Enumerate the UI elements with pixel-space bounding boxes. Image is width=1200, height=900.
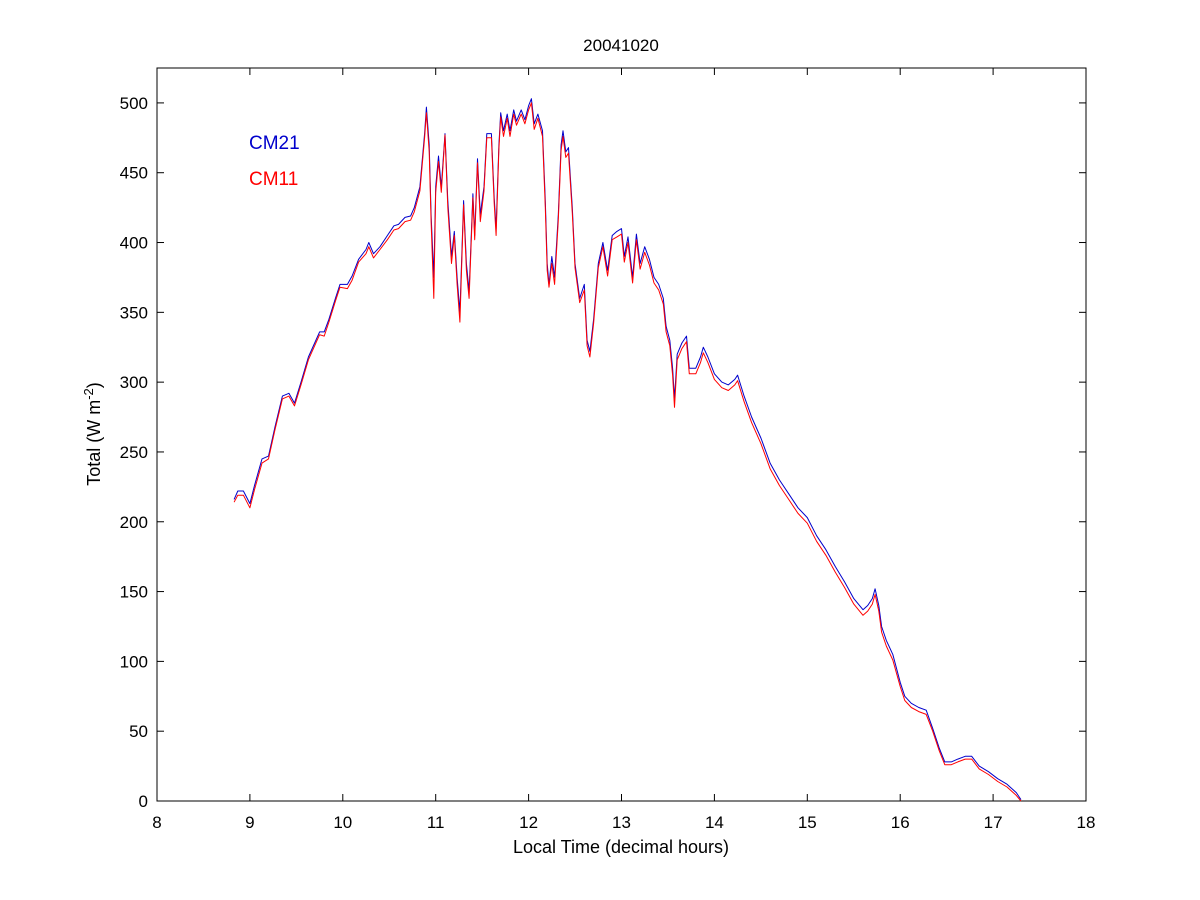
x-tick-label: 9 (245, 813, 254, 832)
y-tick-label: 450 (120, 164, 148, 183)
y-tick-label: 150 (120, 583, 148, 602)
x-tick-label: 17 (984, 813, 1003, 832)
x-tick-label: 13 (612, 813, 631, 832)
legend-label-cm11: CM11 (249, 169, 298, 190)
x-axis-label: Local Time (decimal hours) (513, 837, 729, 857)
legend-label-cm21: CM21 (249, 133, 300, 154)
x-tick-label: 14 (705, 813, 724, 832)
y-axis-label-main: Total (W m (84, 400, 104, 486)
legend: CM21 CM11 (249, 133, 300, 190)
series-line-cm21 (233, 98, 1022, 800)
y-tick-label: 200 (120, 513, 148, 532)
x-tick-label: 15 (798, 813, 817, 832)
plot-area (156, 67, 1087, 802)
series-line-cm11 (233, 102, 1022, 802)
y-axis-label: Total (W m-2) (81, 382, 104, 486)
chart-title: 20041020 (583, 36, 659, 55)
series-lines (233, 98, 1022, 802)
y-tick-label: 400 (120, 234, 148, 253)
x-tick-label: 8 (152, 813, 161, 832)
x-tick-label: 12 (519, 813, 538, 832)
y-tick-label: 50 (129, 722, 148, 741)
y-tick-label: 0 (139, 792, 148, 811)
x-tick-label: 11 (427, 813, 445, 832)
x-tick-label: 16 (891, 813, 910, 832)
x-tick-label: 18 (1077, 813, 1096, 832)
y-axis-label-superscript: -2 (81, 388, 96, 400)
y-axis-label-suffix: ) (84, 382, 104, 388)
y-tick-label: 300 (120, 373, 148, 392)
y-tick-label: 350 (120, 303, 148, 322)
y-tick-label: 250 (120, 443, 148, 462)
x-tick-label: 10 (333, 813, 352, 832)
axis-ticks: 8 9 10 11 12 13 14 15 16 17 18 0 50 100 150 200 250 300 35… (120, 68, 1096, 832)
y-tick-label: 500 (120, 94, 148, 113)
y-tick-label: 100 (120, 652, 148, 671)
